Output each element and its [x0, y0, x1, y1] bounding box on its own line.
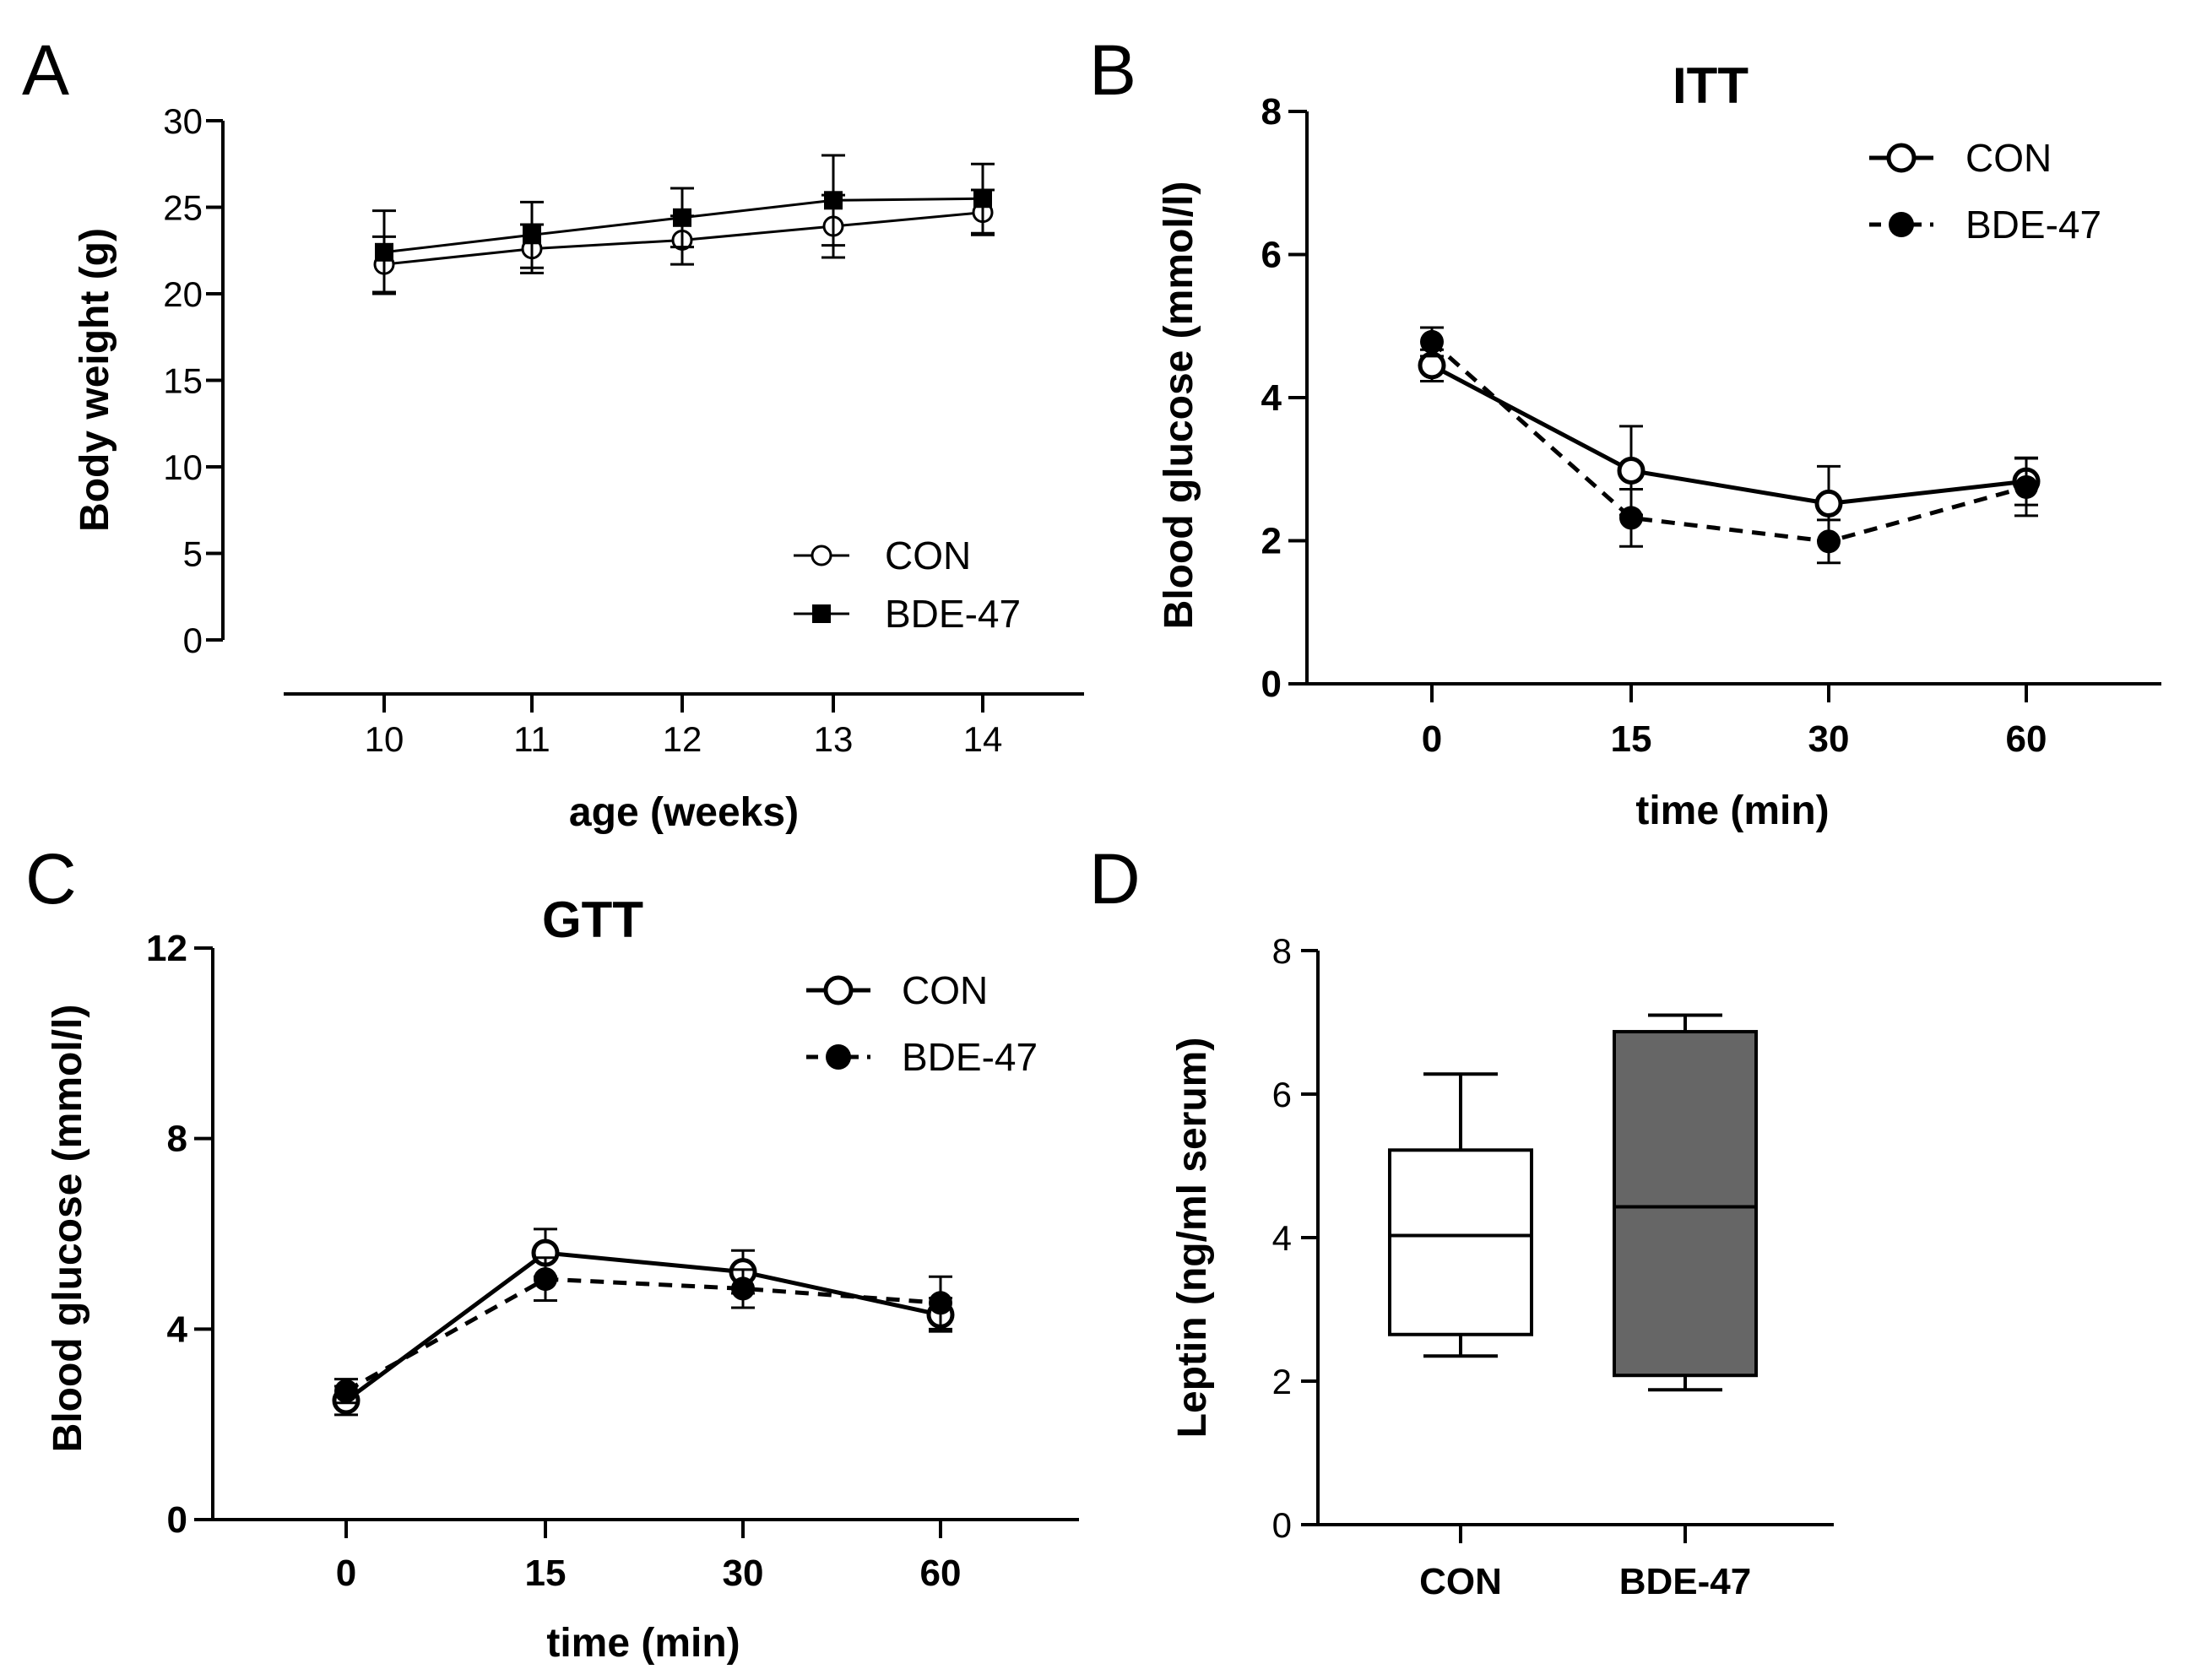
- panel-b-y-axis-title: Blood glucose (mmol/l): [1157, 182, 1201, 630]
- legend-filled-circle-marker: [826, 1044, 851, 1070]
- y-tick-label: 4: [167, 1309, 188, 1350]
- panel-b-itt-chart: B ITT 0 2 4 6 8 0 15 30 60 Blood glucose (mmol/…: [1089, 30, 2161, 833]
- panel-d-leptin-boxplot: D 0 2 4 6 8 CON BDE-47 Leptin (ng/ml serum): [1089, 839, 1834, 1602]
- panel-b-x-axis-title: time (min): [1635, 789, 1829, 833]
- y-tick-label: 5: [183, 534, 203, 574]
- y-tick-label: 8: [1272, 931, 1292, 971]
- y-tick-label: 6: [1261, 235, 1282, 276]
- con-series-line: [1430, 363, 2027, 506]
- x-tick-label: 12: [663, 719, 702, 759]
- bde47-data-point: [824, 191, 843, 210]
- bde47-data-point: [673, 208, 691, 227]
- legend-open-circle-marker: [811, 545, 832, 566]
- y-tick-label: 0: [1261, 664, 1282, 705]
- panel-a-legend-con: CON: [885, 534, 971, 577]
- x-tick-label: 14: [963, 719, 1003, 759]
- panel-c-y-axis-title: Blood glucose (mmol/l): [46, 1005, 90, 1453]
- panel-a-y-axis-title: Body weight (g): [73, 228, 117, 532]
- bde47-data-point: [534, 1267, 557, 1292]
- legend-open-circle-marker: [1886, 143, 1917, 173]
- panel-c-x-axis-title: time (min): [546, 1621, 740, 1666]
- x-tick-label: 60: [920, 1553, 962, 1594]
- panel-c-gtt-chart: C GTT 0 4 8 12 0 15 30 60 Blood glucose (mmol/…: [25, 839, 1079, 1666]
- y-tick-label: 0: [1272, 1505, 1292, 1545]
- x-tick-label: 60: [2006, 718, 2047, 760]
- bde47-series-line: [1430, 340, 2027, 544]
- x-tick-label: 13: [814, 719, 854, 759]
- panel-c-legend-con: CON: [902, 968, 988, 1012]
- y-tick-label: 15: [163, 361, 203, 401]
- panel-b-title: ITT: [1673, 57, 1749, 114]
- panel-d-y-axis-title: Leptin (ng/ml serum): [1170, 1038, 1215, 1439]
- panel-b-letter: B: [1089, 30, 1136, 110]
- legend-filled-square-marker: [812, 604, 831, 623]
- bde47-data-point: [929, 1291, 952, 1315]
- x-tick-label: 0: [336, 1553, 356, 1594]
- y-tick-label: 8: [1261, 91, 1282, 133]
- panel-c-legend: CON BDE-47: [806, 968, 1038, 1079]
- x-tick-label: 30: [1808, 718, 1850, 760]
- panel-b-legend-con: CON: [1965, 136, 2052, 180]
- bde47-data-point: [1420, 329, 1444, 354]
- x-tick-label: 10: [365, 719, 404, 759]
- bde47-box: [1613, 1030, 1758, 1378]
- x-tick-label: 15: [525, 1553, 567, 1594]
- bde47-data-point: [334, 1379, 358, 1403]
- x-tick-label: 30: [723, 1553, 764, 1594]
- panel-d-letter: D: [1089, 839, 1141, 919]
- y-tick-label: 0: [167, 1499, 187, 1541]
- panel-b-legend-bde47: BDE-47: [1965, 203, 2101, 247]
- con-data-point: [1814, 489, 1843, 518]
- y-tick-label: 10: [163, 447, 203, 487]
- x-tick-label: 15: [1611, 718, 1652, 760]
- y-tick-label: 4: [1272, 1218, 1292, 1258]
- x-tick-label: 0: [1422, 718, 1442, 760]
- panel-a-legend: CON BDE-47: [794, 534, 1021, 636]
- bde47-data-point: [1619, 506, 1643, 530]
- bde47-data-point: [523, 225, 541, 245]
- y-tick-label: 8: [167, 1119, 187, 1160]
- y-tick-label: 6: [1272, 1075, 1292, 1114]
- panel-c-letter: C: [25, 839, 77, 919]
- bde47-data-point: [731, 1276, 755, 1301]
- bde47-data-point: [2014, 474, 2038, 499]
- x-tick-label: BDE-47: [1619, 1561, 1752, 1602]
- bde47-series-line: [344, 1276, 941, 1393]
- panel-a-body-weight-chart: A 0 5 10 15 20 25 30 10 11 12 13 14 Body weight (g…: [22, 30, 1084, 835]
- legend-open-circle-marker: [823, 975, 854, 1005]
- panel-c-title: GTT: [542, 891, 643, 948]
- y-tick-label: 12: [146, 928, 187, 969]
- y-tick-label: 20: [163, 274, 203, 314]
- y-tick-label: 2: [1261, 521, 1282, 562]
- bde47-data-point: [375, 242, 393, 262]
- y-tick-label: 2: [1272, 1362, 1292, 1401]
- y-tick-label: 30: [163, 101, 203, 141]
- panel-c-legend-bde47: BDE-47: [902, 1035, 1038, 1079]
- con-box: [1388, 1148, 1533, 1336]
- x-tick-label: CON: [1419, 1561, 1502, 1602]
- y-tick-label: 4: [1261, 377, 1282, 419]
- legend-filled-circle-marker: [1889, 212, 1914, 237]
- con-series-line: [344, 1250, 941, 1402]
- panel-a-x-axis-title: age (weeks): [569, 790, 799, 835]
- panel-b-legend: CON BDE-47: [1869, 136, 2101, 247]
- y-tick-label: 25: [163, 188, 203, 228]
- y-tick-label: 0: [183, 621, 203, 660]
- panel-a-letter: A: [22, 30, 69, 110]
- bde47-data-point: [973, 189, 992, 209]
- bde47-data-point: [1817, 529, 1841, 554]
- x-tick-label: 11: [513, 719, 550, 759]
- panel-a-legend-bde47: BDE-47: [885, 592, 1021, 636]
- con-data-point: [1617, 456, 1646, 485]
